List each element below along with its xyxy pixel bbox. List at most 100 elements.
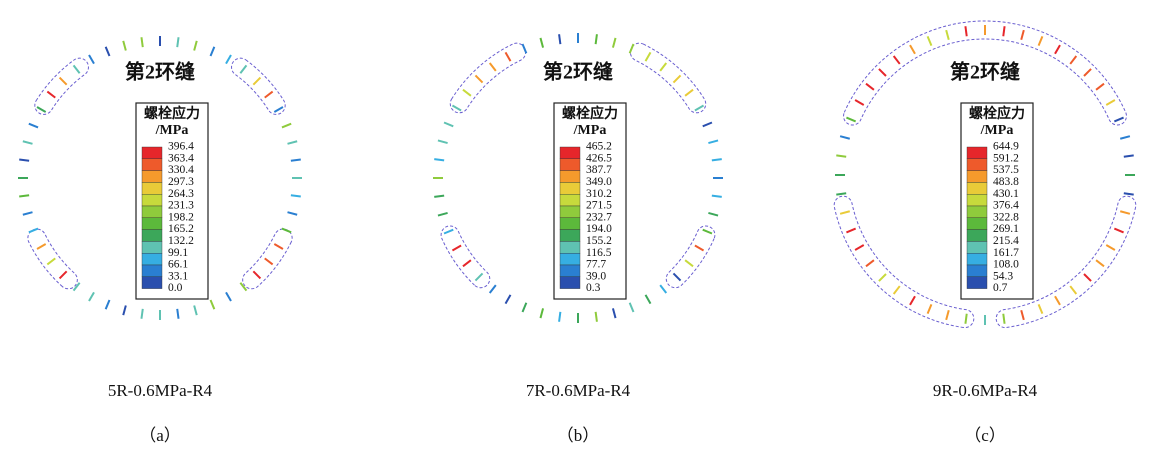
bolt (878, 68, 887, 77)
bolt (462, 259, 472, 268)
legend-swatch (141, 182, 163, 195)
bolt (443, 228, 454, 235)
legend-swatch (141, 229, 163, 242)
legend-label: 198.2 (168, 211, 194, 223)
legend-label: 0.0 (168, 282, 183, 294)
legend-label: 116.5 (586, 247, 612, 259)
bolt (1113, 227, 1124, 234)
legend-label: 426.5 (586, 152, 612, 164)
legend-label: 322.8 (993, 211, 1019, 223)
bolt (264, 257, 274, 266)
panel-label: （a） (139, 426, 181, 445)
bolt (434, 194, 445, 198)
legend-label: 465.2 (586, 141, 612, 153)
bolt (1083, 68, 1092, 77)
legend-label: 387.7 (586, 164, 612, 176)
legend-swatch (141, 205, 163, 219)
bolt (209, 46, 216, 57)
legend-label: 33.1 (168, 270, 188, 282)
legend-swatch (966, 229, 988, 242)
bolt (19, 194, 30, 198)
bolt (628, 302, 635, 313)
legend-label: 215.4 (993, 235, 1019, 247)
legend-unit: /MPa (155, 123, 189, 138)
bolt (451, 244, 462, 252)
bolt (854, 244, 865, 251)
panel-title: 第2环缝 (125, 60, 195, 84)
legend-label: 310.2 (586, 188, 612, 200)
legend-swatch (559, 229, 581, 242)
legend-label: 77.7 (586, 259, 606, 271)
bolt (225, 291, 232, 302)
bolt (1020, 29, 1025, 41)
bolt (72, 64, 81, 74)
bolt (462, 88, 472, 97)
legend-swatch (559, 252, 581, 266)
bolt (964, 26, 968, 37)
bolt (836, 192, 847, 196)
bolt (122, 305, 127, 316)
bolt (36, 243, 47, 250)
legend-swatch (966, 217, 988, 230)
bolt (1123, 154, 1134, 158)
legend-title: 螺栓应力 (969, 105, 1025, 122)
bolt (711, 194, 722, 198)
legend-label: 165.2 (168, 223, 194, 235)
bolt-group-outline (231, 57, 286, 115)
bolt (839, 210, 851, 215)
bolt (659, 284, 668, 294)
bolt (909, 295, 916, 306)
bolt (273, 106, 284, 113)
legend-label: 297.3 (168, 176, 194, 188)
bolt (711, 158, 722, 162)
bolt (504, 294, 512, 305)
bolt (839, 135, 851, 140)
legend-label: 264.3 (168, 188, 194, 200)
bolt (672, 272, 682, 282)
legend-label: 54.3 (993, 270, 1013, 282)
bolt-group-outline (242, 228, 293, 290)
legend-label: 483.8 (993, 176, 1019, 188)
legend-swatch (141, 217, 163, 230)
bolt (702, 121, 713, 128)
bolt (46, 257, 56, 266)
bolt (36, 106, 47, 113)
bolt (659, 62, 668, 72)
bolt (865, 259, 875, 268)
legend-swatch (966, 170, 988, 183)
bolt (264, 90, 274, 99)
bolt (28, 122, 39, 129)
panel-label: （c） (964, 426, 1006, 445)
bolt-group-outline (629, 42, 707, 114)
panel-caption: 5R-0.6MPa-R4 (108, 381, 213, 400)
bolt (252, 270, 262, 280)
legend-label: 396.4 (168, 141, 194, 153)
bolt (488, 284, 497, 294)
bolt (644, 294, 652, 305)
legend-label: 232.7 (586, 211, 612, 223)
panel-label: （b） (557, 426, 600, 445)
legend-swatch (966, 241, 988, 254)
bolt-group-outline (665, 225, 716, 289)
legend-label: 108.0 (993, 259, 1019, 271)
bolt (945, 309, 950, 321)
bolt-group-outline (449, 42, 527, 114)
bolt (521, 302, 528, 313)
legend-label: 132.2 (168, 235, 194, 247)
bolt (684, 88, 694, 97)
legend-label: 0.3 (586, 282, 601, 294)
bolt (239, 282, 248, 292)
legend-label: 349.0 (586, 176, 612, 188)
bolt (193, 305, 198, 316)
bolt (19, 158, 30, 162)
legend-label: 194.0 (586, 223, 612, 235)
bolt (252, 76, 262, 86)
bolt (451, 104, 462, 112)
bolt-group-outline (995, 195, 1137, 329)
legend-label: 363.4 (168, 152, 194, 164)
legend-title: 螺栓应力 (144, 105, 200, 122)
bolt (594, 311, 598, 322)
bolt (836, 154, 847, 158)
legend-swatch (559, 170, 581, 183)
